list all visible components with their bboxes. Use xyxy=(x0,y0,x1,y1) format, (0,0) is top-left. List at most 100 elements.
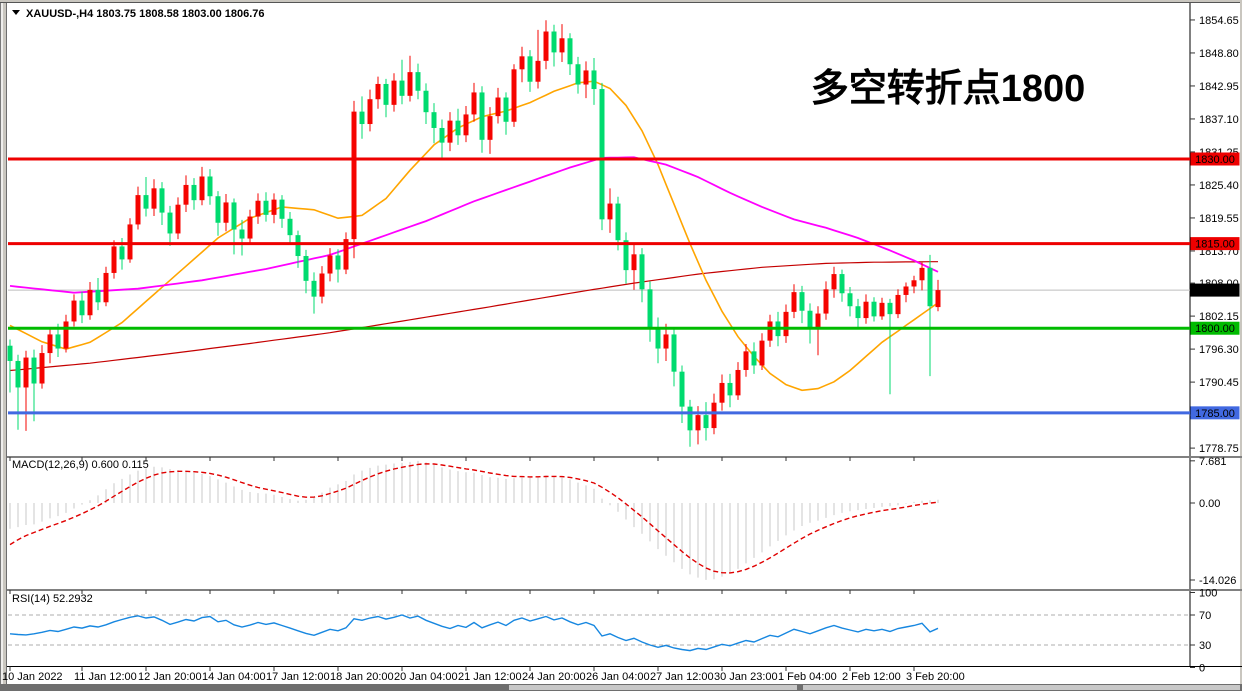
candle xyxy=(311,280,317,297)
symbol-dropdown-icon[interactable] xyxy=(12,10,20,15)
candle xyxy=(271,199,277,215)
current-price-badge xyxy=(1190,283,1240,297)
candle xyxy=(719,382,725,403)
candle xyxy=(39,353,45,384)
candle xyxy=(807,310,813,330)
time-axis-label: 12 Jan 20:00 xyxy=(138,671,202,683)
window-border-top xyxy=(0,0,1242,2)
candle xyxy=(583,70,589,85)
chart-title: XAUUSD-,H4 1803.75 1808.58 1803.00 1806.… xyxy=(26,8,265,20)
macd-axis-label: 0.00 xyxy=(1199,498,1220,510)
time-axis[interactable]: 10 Jan 2022 11 Jan 12:00 12 Jan 20:00 14 Ja… xyxy=(2,457,965,683)
candle xyxy=(895,294,901,315)
candle xyxy=(367,99,373,125)
price-badge-label: 1785.00 xyxy=(1195,408,1235,420)
candle xyxy=(927,267,933,307)
candle xyxy=(655,327,661,349)
candle xyxy=(495,97,501,117)
candle xyxy=(343,239,349,270)
annotation-text[interactable]: 多空转折点1800 xyxy=(811,68,1086,110)
time-axis-label: 17 Jan 12:00 xyxy=(266,671,330,683)
candle xyxy=(55,334,61,349)
candle xyxy=(303,256,309,281)
candle xyxy=(887,302,893,315)
time-axis-label: 11 Jan 12:00 xyxy=(74,671,137,683)
candle xyxy=(847,293,853,307)
price-axis-label: 1796.30 xyxy=(1199,344,1239,356)
macd-label: MACD(12,26,9) 0.600 0.115 xyxy=(12,459,149,471)
candle xyxy=(223,202,229,223)
current-price-badge-label: 1806.76 xyxy=(1195,285,1235,297)
candle xyxy=(751,351,757,366)
candle xyxy=(607,203,613,220)
candle xyxy=(463,114,469,136)
candle xyxy=(447,120,453,143)
candle xyxy=(231,202,237,230)
candle xyxy=(879,302,885,317)
time-axis-label: 10 Jan 2022 xyxy=(2,671,63,683)
candle xyxy=(423,90,429,113)
time-axis-label: 20 Jan 04:00 xyxy=(394,671,458,683)
macd-pane[interactable] xyxy=(9,460,939,580)
candle xyxy=(415,72,421,91)
candle xyxy=(191,184,197,201)
candle xyxy=(407,72,413,96)
candle xyxy=(767,321,773,341)
candle xyxy=(663,334,669,349)
candle xyxy=(623,240,629,271)
candle xyxy=(207,176,213,197)
candle xyxy=(151,188,157,209)
candle xyxy=(383,83,389,105)
candle xyxy=(503,97,509,122)
candle xyxy=(671,334,677,372)
candle xyxy=(15,360,21,388)
rsi-axis-label: 100 xyxy=(1199,588,1217,600)
candle xyxy=(287,218,293,236)
candle xyxy=(703,415,709,429)
candle xyxy=(839,274,845,294)
price-axis-label: 1854.65 xyxy=(1199,15,1239,27)
candle xyxy=(567,38,573,65)
price-badge-label: 1815.00 xyxy=(1195,239,1235,251)
macd-histogram xyxy=(9,460,939,580)
candle xyxy=(247,216,253,239)
candle xyxy=(711,402,717,429)
candle xyxy=(95,289,101,303)
candle xyxy=(159,188,165,213)
price-axis[interactable]: 1854.651848.801842.951837.101831.251825.… xyxy=(1190,15,1240,675)
candle xyxy=(215,196,221,223)
candle xyxy=(935,290,941,308)
window-border-right xyxy=(1240,0,1242,691)
price-badge xyxy=(1190,237,1240,251)
price-badge-label: 1800.00 xyxy=(1195,323,1235,335)
price-badge xyxy=(1190,152,1240,166)
window-border-left xyxy=(0,0,1,691)
rsi-pane[interactable] xyxy=(8,614,1190,652)
candle xyxy=(511,69,517,122)
candle xyxy=(679,371,685,407)
ma-mid-line xyxy=(9,156,939,294)
candle xyxy=(535,60,541,82)
candle xyxy=(63,321,69,349)
candle xyxy=(631,254,637,271)
macd-axis-label: -14.026 xyxy=(1199,575,1236,587)
price-pane[interactable] xyxy=(7,20,1191,447)
candle xyxy=(527,56,533,82)
time-axis-label: 18 Jan 20:00 xyxy=(330,671,394,683)
rsi-axis-label: 70 xyxy=(1199,610,1211,622)
candle xyxy=(295,235,301,257)
candle xyxy=(239,229,245,239)
candle xyxy=(47,334,53,354)
candle xyxy=(687,406,693,431)
rsi-axis-label: 30 xyxy=(1199,640,1211,652)
price-axis-label: 1842.95 xyxy=(1199,81,1239,93)
price-axis-label: 1802.15 xyxy=(1199,311,1239,323)
price-axis-label: 1837.10 xyxy=(1199,114,1239,126)
time-axis-label: 24 Jan 20:00 xyxy=(522,671,586,683)
candle xyxy=(79,300,85,316)
rsi-axis-label: 0 xyxy=(1199,663,1205,675)
candle xyxy=(855,306,861,319)
price-badge xyxy=(1190,321,1240,335)
macd-axis-label: 7.681 xyxy=(1199,456,1227,468)
